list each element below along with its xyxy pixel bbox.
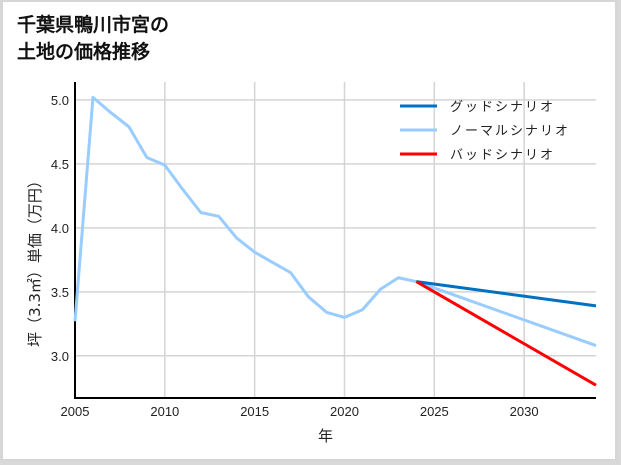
x-tick-label: 2030 bbox=[510, 404, 539, 419]
x-tick-label: 2025 bbox=[420, 404, 449, 419]
y-tick-label: 4.0 bbox=[51, 221, 69, 236]
legend-label: グッドシナリオ bbox=[450, 100, 555, 115]
y-tick-label: 3.0 bbox=[51, 349, 69, 364]
legend-label: バッドシナリオ bbox=[450, 148, 555, 163]
chart-title: 千葉県鴨川市宮の 土地の価格推移 bbox=[17, 12, 169, 66]
y-tick-label: 5.0 bbox=[51, 93, 69, 108]
y-axis-label: 坪（3.3㎡）単価（万円） bbox=[26, 173, 44, 347]
x-tick-label: 2020 bbox=[330, 404, 359, 419]
x-tick-label: 2015 bbox=[240, 404, 269, 419]
legend-label: ノーマルシナリオ bbox=[450, 124, 570, 139]
x-tick-label: 2005 bbox=[61, 404, 90, 419]
y-tick-label: 4.5 bbox=[51, 157, 69, 172]
series-line bbox=[416, 280, 597, 308]
x-axis-label: 年 bbox=[318, 427, 333, 445]
series-line bbox=[73, 95, 597, 347]
title-line-1: 千葉県鴨川市宮の bbox=[17, 14, 170, 36]
series-line bbox=[415, 280, 597, 387]
y-tick-label: 3.5 bbox=[51, 285, 69, 300]
x-tick-label: 2010 bbox=[150, 404, 179, 419]
title-line-2: 土地の価格推移 bbox=[17, 41, 151, 63]
